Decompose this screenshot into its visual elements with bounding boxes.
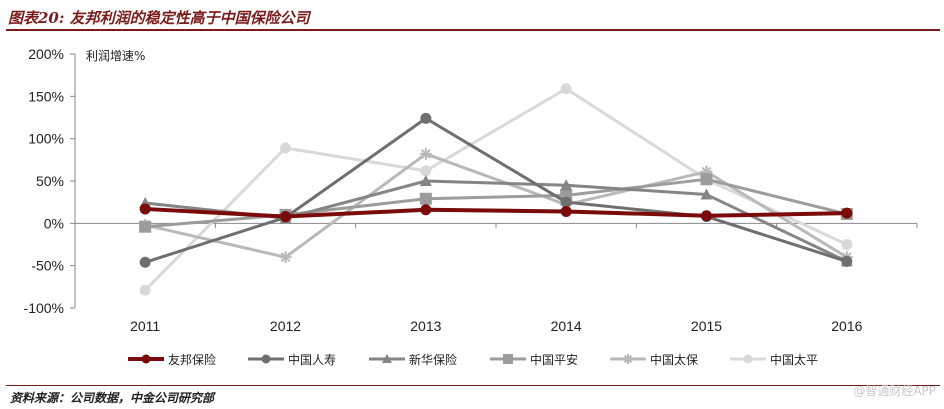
source-note: 资料来源：公司数据，中金公司研究部 — [10, 391, 215, 405]
x-tick-label: 2015 — [691, 318, 722, 334]
data-point — [841, 207, 853, 219]
data-point — [420, 204, 432, 216]
data-point — [280, 211, 291, 223]
x-tick-label: 2016 — [831, 318, 862, 334]
legend-item-1: 友邦保险 — [128, 352, 216, 367]
legend-swatch-marker — [623, 354, 633, 364]
y-tick-label: -50% — [31, 258, 64, 274]
data-point — [560, 205, 572, 217]
legend-swatch-marker — [261, 354, 271, 364]
watermark: @智通财经APP — [853, 384, 936, 398]
x-tick-label: 2013 — [410, 318, 441, 334]
data-point — [700, 188, 713, 200]
series-6 — [139, 83, 853, 296]
data-point — [419, 192, 432, 205]
data-point — [560, 196, 572, 208]
data-point — [419, 147, 432, 160]
legend-item-5: 中国太保 — [610, 352, 698, 367]
legend-item-4: 中国平安 — [490, 352, 578, 367]
data-point — [841, 239, 853, 250]
data-point — [701, 210, 712, 222]
series-line — [144, 116, 848, 264]
line-chart: -100% -50% 0% 50% 100% 150% 200% 2011 2012 2013 20… — [24, 46, 918, 367]
data-point — [139, 203, 151, 215]
series-line — [145, 206, 847, 219]
data-point — [560, 83, 572, 95]
data-point — [139, 220, 152, 233]
legend-item-6: 中国太平 — [730, 352, 818, 367]
y-tick-label: 50% — [36, 173, 64, 189]
y-tick-label: 0% — [44, 215, 64, 231]
legend-swatch-marker — [382, 354, 392, 363]
legend-label: 新华保险 — [409, 352, 457, 367]
data-point — [700, 173, 713, 186]
x-tick-label: 2012 — [270, 318, 301, 334]
data-point — [560, 179, 573, 191]
data-point — [420, 112, 432, 124]
series-line — [144, 87, 848, 292]
star-stroke — [280, 252, 291, 263]
series-5 — [139, 147, 853, 264]
data-point — [279, 251, 292, 264]
legend-item-3: 新华保险 — [369, 352, 457, 367]
data-point — [841, 255, 853, 267]
legend-label: 中国人寿 — [288, 352, 336, 367]
chart-header: 图表20: 友邦利润的稳定性高于中国保险公司 — [6, 4, 940, 28]
legend-label: 友邦保险 — [168, 352, 216, 367]
data-point — [139, 284, 151, 296]
series-1 — [139, 203, 853, 223]
star-stroke — [420, 148, 431, 159]
data-point — [419, 175, 432, 186]
series-line — [145, 177, 848, 229]
data-point — [420, 165, 432, 177]
legend-swatch-marker — [743, 354, 753, 364]
data-point — [139, 256, 151, 268]
chart-title: 图表20: 友邦利润的稳定性高于中国保险公司 — [8, 9, 310, 27]
legend-label: 中国太平 — [770, 352, 818, 367]
star-stroke — [623, 354, 633, 364]
y-tick-label: -100% — [24, 300, 64, 316]
legend-swatch-marker — [141, 354, 151, 364]
header-rule — [6, 29, 940, 31]
x-tick-label: 2014 — [551, 318, 582, 334]
legend-swatch-marker — [503, 354, 513, 364]
series-line — [144, 152, 848, 259]
y-tick-label: 200% — [28, 46, 64, 62]
y-tick-label: 100% — [28, 131, 64, 147]
y-tick-label: 150% — [28, 88, 64, 104]
data-point — [280, 142, 291, 154]
legend-label: 中国平安 — [530, 352, 578, 367]
x-tick-label: 2011 — [130, 318, 160, 334]
legend-label: 中国太保 — [650, 352, 698, 367]
footer-rule — [6, 385, 940, 386]
y-axis-title: 利润增速% — [86, 49, 145, 63]
legend-item-2: 中国人寿 — [248, 352, 336, 367]
